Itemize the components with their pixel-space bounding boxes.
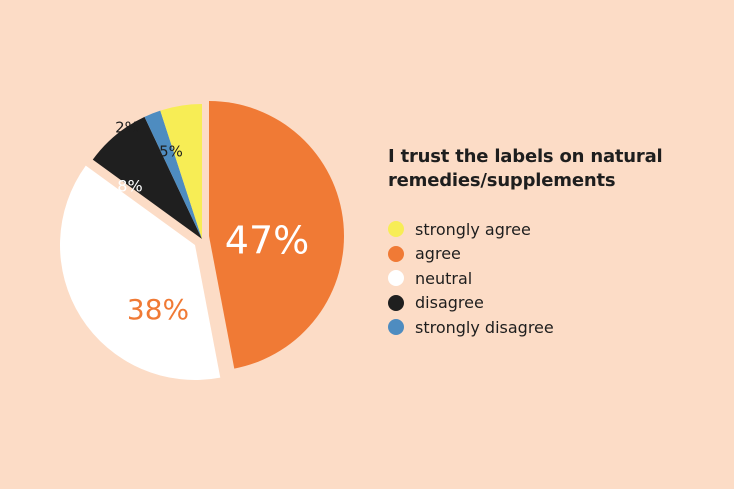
legend-swatch-icon bbox=[388, 221, 404, 238]
legend-swatch-icon bbox=[388, 319, 404, 336]
pie-slice-agree bbox=[209, 101, 344, 369]
pie-slice-strongly-agree bbox=[160, 104, 202, 239]
legend-label: agree bbox=[415, 244, 461, 264]
legend-swatch-icon bbox=[388, 245, 404, 262]
legend-label: strongly disagree bbox=[415, 317, 554, 337]
legend-item-agree: agree bbox=[388, 242, 554, 267]
legend-item-neutral: neutral bbox=[388, 266, 554, 291]
pie-slice-strongly-disagree bbox=[144, 110, 202, 240]
slice-label-neutral: 38% bbox=[127, 293, 189, 326]
chart-title-line-1: I trust the labels on natural bbox=[388, 146, 663, 167]
legend: strongly agree agree neutral disagree st… bbox=[388, 217, 554, 340]
legend-swatch-icon bbox=[388, 294, 404, 311]
pie-slice-neutral bbox=[60, 165, 221, 380]
legend-swatch-icon bbox=[388, 270, 404, 287]
legend-label: disagree bbox=[415, 293, 484, 313]
legend-label: neutral bbox=[415, 268, 473, 288]
slice-label-disagree: 8% bbox=[117, 177, 142, 196]
legend-item-strongly-agree: strongly agree bbox=[388, 217, 554, 242]
legend-item-disagree: disagree bbox=[388, 291, 554, 316]
slice-label-agree: 47% bbox=[225, 219, 309, 263]
chart-title: I trust the labels on natural remedies/s… bbox=[388, 145, 663, 193]
chart-title-line-2: remedies/supplements bbox=[388, 170, 616, 191]
legend-item-strongly-disagree: strongly disagree bbox=[388, 315, 554, 340]
pie-slice-disagree bbox=[92, 116, 202, 239]
slice-label-strongly-disagree: 2% bbox=[115, 119, 139, 137]
slice-label-strongly-agree: 5% bbox=[159, 143, 183, 161]
legend-label: strongly agree bbox=[415, 219, 531, 239]
